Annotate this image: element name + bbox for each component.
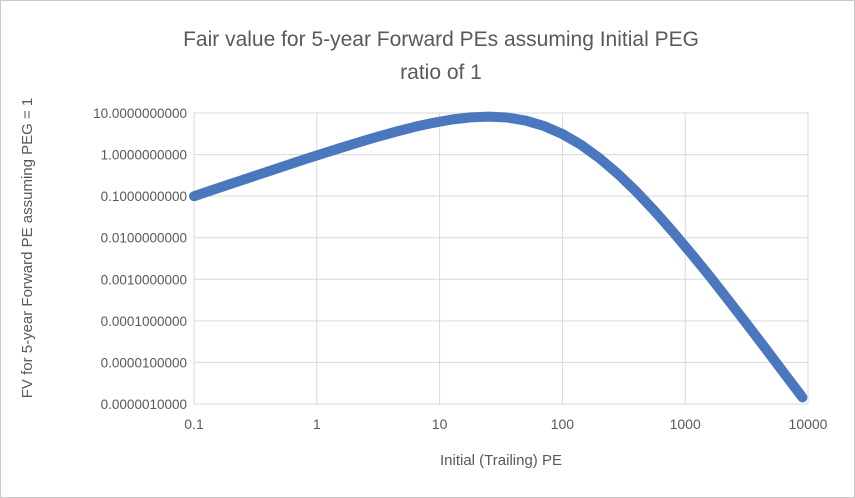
- y-tick-label-0: 10.0000000000: [93, 106, 187, 121]
- chart-title-line1: Fair value for 5-year Forward PEs assumi…: [183, 28, 699, 51]
- x-tick-label-0: 0.1: [184, 416, 204, 432]
- x-tick-label-3: 100: [551, 416, 575, 432]
- y-tick-label-3: 0.0100000000: [101, 231, 187, 246]
- axis-tick-labels: 0.1 1 10 100 1000 10000 10.0000000000 1.0000000…: [93, 106, 828, 432]
- gridlines: [193, 112, 809, 405]
- x-tick-label-5: 10000: [789, 416, 828, 432]
- y-tick-label-4: 0.0010000000: [101, 272, 187, 287]
- y-tick-label-6: 0.0000100000: [101, 355, 187, 370]
- x-tick-label-2: 10: [432, 416, 448, 432]
- chart-title-line2: ratio of 1: [400, 61, 482, 84]
- y-tick-label-2: 0.1000000000: [101, 189, 187, 204]
- data-series-layer: [189, 111, 808, 403]
- x-tick-label-1: 1: [313, 416, 321, 432]
- fair-value-curve: [189, 111, 808, 403]
- x-axis-title: Initial (Trailing) PE: [440, 452, 562, 469]
- y-axis-title: FV for 5-year Forward PE assuming PEG = …: [19, 98, 36, 399]
- x-tick-label-4: 1000: [670, 416, 701, 432]
- y-tick-label-1: 1.0000000000: [101, 148, 187, 163]
- plot-area-border: [193, 112, 809, 405]
- y-tick-label-7: 0.0000010000: [101, 397, 187, 412]
- y-tick-label-5: 0.0001000000: [101, 314, 187, 329]
